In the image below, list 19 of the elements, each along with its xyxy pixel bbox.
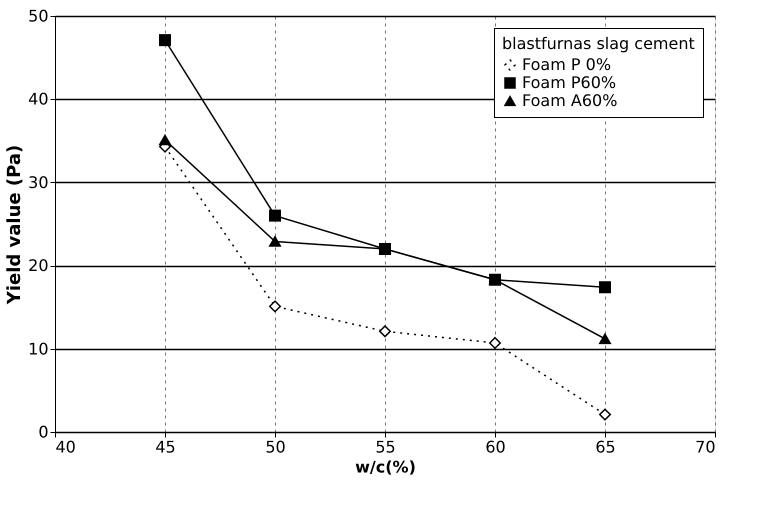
x-tick-label: 50 (265, 438, 286, 456)
y-tick-label: 40 (28, 90, 48, 109)
y-tick-label: 10 (28, 339, 48, 358)
y-axis-title: Yield value (Pa) (4, 144, 26, 306)
x-tick-label: 55 (375, 438, 396, 456)
x-axis-title: w/c(%) (355, 458, 416, 476)
y-tick-label: 50 (28, 6, 48, 26)
x-tick-label: 60 (485, 438, 506, 456)
x-tick-label: 70 (695, 438, 716, 456)
x-tick-label: 65 (595, 438, 616, 456)
legend-label: Foam A60% (522, 91, 618, 110)
y-tick-label: 30 (28, 172, 48, 192)
x-tick-label: 40 (56, 438, 76, 456)
legend-label: Foam P60% (522, 73, 616, 92)
y-tick-label: 20 (28, 256, 48, 276)
x-tick-label: 45 (155, 438, 176, 456)
y-tick-label: 0 (38, 422, 48, 442)
legend-label: Foam P 0% (522, 55, 612, 74)
legend-title: blastfurnas slag cement (502, 34, 695, 53)
